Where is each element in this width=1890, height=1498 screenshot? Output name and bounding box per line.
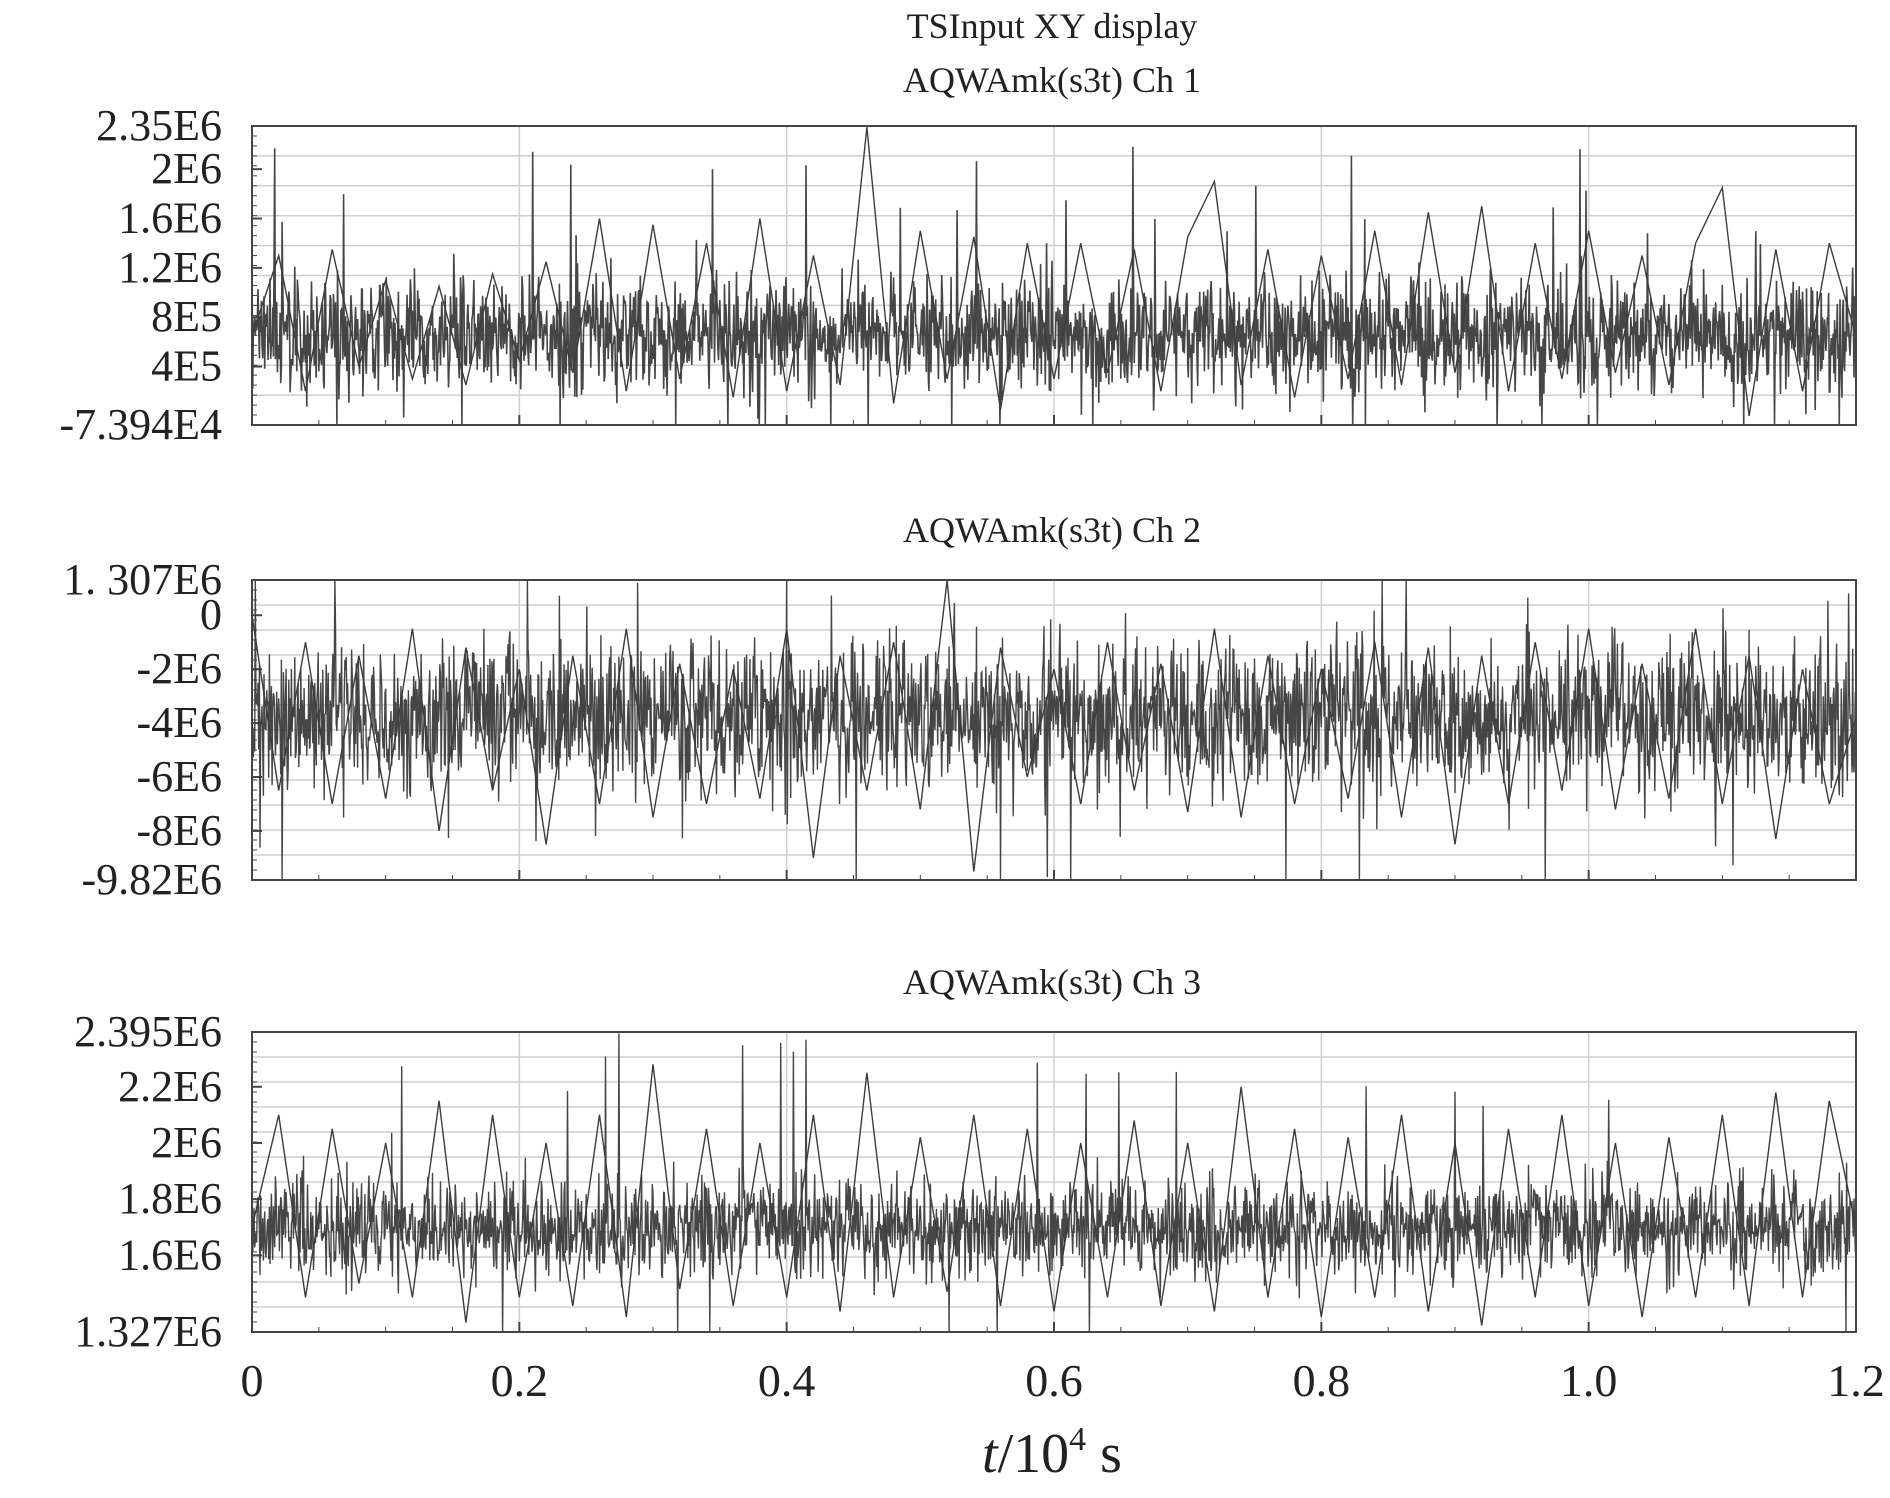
y-tick-label: -4E6 xyxy=(136,698,222,747)
panel-channel-1: AQWAmk(s3t) Ch 1 2.35E62E61.6E61.2E68E54… xyxy=(59,60,1857,449)
y-tick-label: -9.82E6 xyxy=(81,855,222,904)
y-tick-label: -2E6 xyxy=(136,644,222,693)
y-tick-label: 1.6E6 xyxy=(118,194,222,243)
signal-trace-dense xyxy=(251,1033,1857,1333)
x-axis-label-rest: /10 xyxy=(998,1423,1070,1485)
x-tick-label: 0.8 xyxy=(1293,1355,1351,1406)
x-axis-label: t/104 s xyxy=(982,1421,1122,1485)
y-tick-label: 1.6E6 xyxy=(118,1230,222,1279)
panel-title-ch3: AQWAmk(s3t) Ch 3 xyxy=(903,962,1201,1002)
y-tick-label: 2.395E6 xyxy=(74,1007,222,1056)
y-tick-label: 2.35E6 xyxy=(96,101,222,150)
x-tick-label: 1.2 xyxy=(1827,1355,1885,1406)
x-tick-label: 0.2 xyxy=(491,1355,549,1406)
x-tick-label: 1.0 xyxy=(1560,1355,1618,1406)
x-axis-tick-labels: 0 0.2 0.4 0.6 0.8 1.0 1.2 xyxy=(241,1355,1885,1406)
signal-trace-3 xyxy=(251,1064,1857,1326)
figure-title: TSInput XY display xyxy=(907,6,1198,46)
x-axis-label-unit: s xyxy=(1086,1423,1122,1485)
x-axis-label-italic: t xyxy=(982,1423,999,1485)
plot-frame xyxy=(251,579,1857,881)
signal-trace-1 xyxy=(251,127,1857,417)
y-tick-label: 8E5 xyxy=(151,292,222,341)
y-tick-label: 1.2E6 xyxy=(118,243,222,292)
plot-frame xyxy=(251,1031,1857,1333)
plot-frame xyxy=(251,125,1857,426)
y-tick-label: 2E6 xyxy=(151,1118,222,1167)
signal-trace-dense xyxy=(251,579,1857,881)
y-tick-label: 4E5 xyxy=(151,342,222,391)
x-tick-label: 0.6 xyxy=(1025,1355,1083,1406)
y-tick-label: -6E6 xyxy=(136,752,222,801)
panel-channel-3: AQWAmk(s3t) Ch 3 2.395E6 2.2E6 2E6 1.8E6 1.6… xyxy=(74,962,1857,1356)
x-tick-label: 0.4 xyxy=(758,1355,816,1406)
y-tick-label: 2E6 xyxy=(151,144,222,193)
signal-trace-2 xyxy=(251,580,1857,872)
y-tick-label: -7.394E4 xyxy=(59,400,222,449)
y-tick-label: -8E6 xyxy=(136,806,222,855)
panel-title-ch2: AQWAmk(s3t) Ch 2 xyxy=(903,510,1201,550)
y-tick-label: 1.8E6 xyxy=(118,1174,222,1223)
signal-trace-dense xyxy=(251,146,1857,426)
y-tick-label: 1. 307E6 xyxy=(63,555,222,604)
x-axis-label-superscript: 4 xyxy=(1069,1421,1086,1458)
x-tick-label: 0 xyxy=(241,1355,264,1406)
panel-title-ch1: AQWAmk(s3t) Ch 1 xyxy=(903,60,1201,100)
y-tick-label: 0 xyxy=(200,590,222,639)
y-tick-label: 1.327E6 xyxy=(74,1307,222,1356)
y-tick-label: 2.2E6 xyxy=(118,1062,222,1111)
